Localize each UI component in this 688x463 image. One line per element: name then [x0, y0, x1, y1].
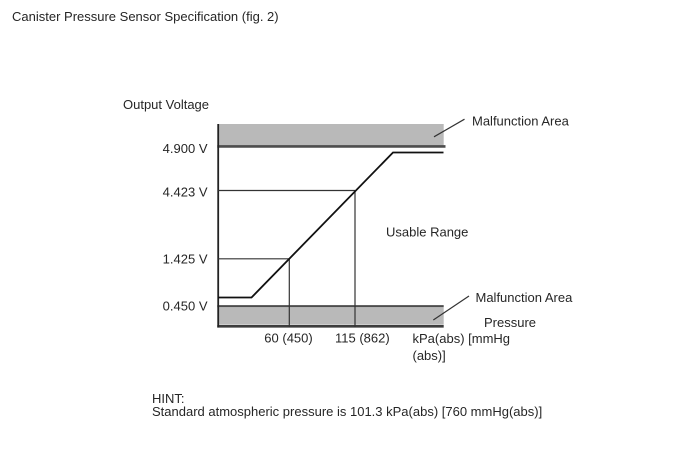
- svg-text:Pressure: Pressure: [484, 315, 536, 330]
- svg-text:Standard atmospheric pressure: Standard atmospheric pressure is 101.3 k…: [152, 404, 542, 419]
- svg-text:0.450 V: 0.450 V: [163, 299, 208, 314]
- svg-text:(abs)]: (abs)]: [413, 348, 446, 363]
- svg-text:Output Voltage: Output Voltage: [123, 97, 209, 112]
- svg-text:Malfunction Area: Malfunction Area: [472, 114, 570, 129]
- svg-text:Malfunction Area: Malfunction Area: [476, 290, 574, 305]
- svg-text:4.900 V: 4.900 V: [163, 141, 208, 156]
- svg-text:HINT:: HINT:: [152, 391, 185, 406]
- svg-text:kPa(abs) [mmHg: kPa(abs) [mmHg: [413, 331, 511, 346]
- svg-text:Usable Range: Usable Range: [386, 225, 468, 240]
- svg-text:Canister Pressure Sensor Speci: Canister Pressure Sensor Specification (…: [12, 9, 279, 24]
- svg-text:1.425 V: 1.425 V: [163, 251, 208, 266]
- svg-text:4.423 V: 4.423 V: [163, 185, 208, 200]
- svg-text:60 (450): 60 (450): [264, 330, 312, 345]
- svg-text:115 (862): 115 (862): [335, 330, 390, 345]
